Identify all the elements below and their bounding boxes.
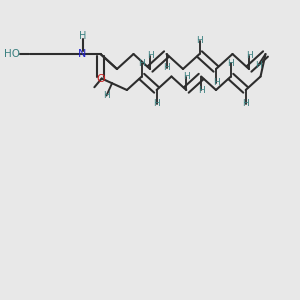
Text: H: H [227, 58, 234, 68]
Text: H: H [153, 99, 160, 108]
Text: H: H [198, 85, 205, 94]
Text: H: H [79, 31, 86, 41]
Text: H: H [147, 51, 153, 60]
Text: H: H [255, 61, 262, 70]
Text: H: H [196, 36, 203, 45]
Text: H: H [213, 78, 219, 87]
Text: HO: HO [4, 49, 20, 59]
Text: H: H [103, 91, 110, 100]
Text: H: H [138, 58, 145, 68]
Text: H: H [163, 63, 170, 72]
Text: N: N [78, 49, 87, 59]
Text: H: H [242, 99, 249, 108]
Text: H: H [246, 51, 252, 60]
Text: O: O [96, 74, 105, 85]
Text: H: H [183, 72, 190, 81]
